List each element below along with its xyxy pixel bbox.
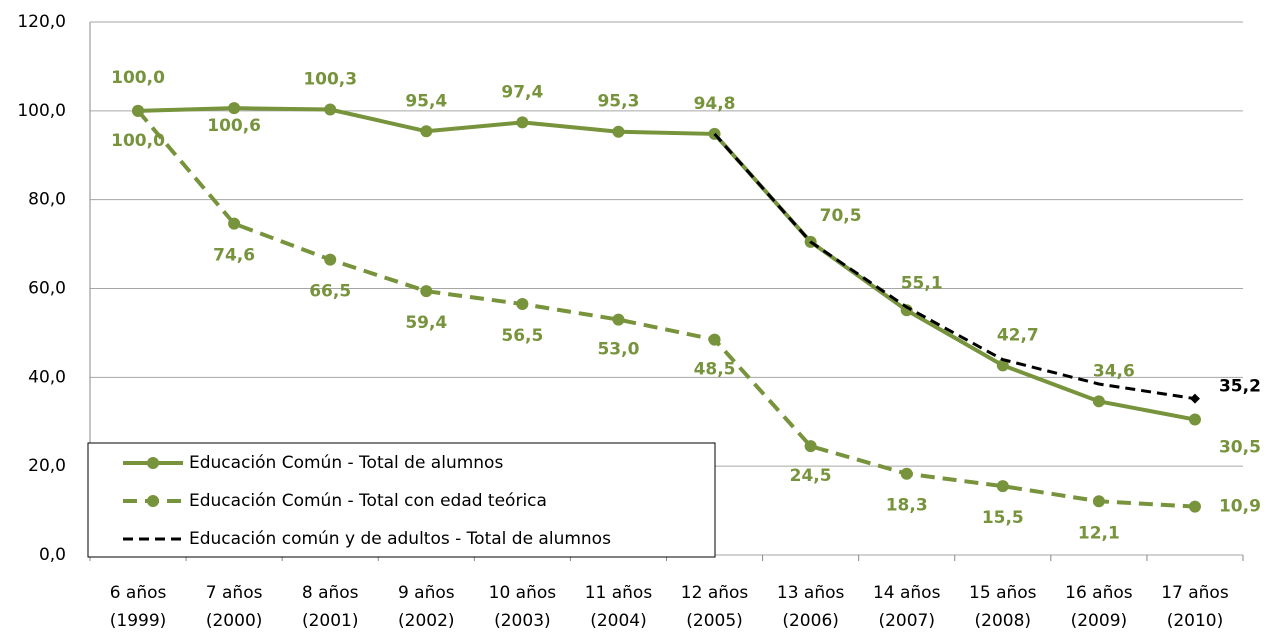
series-line: [136, 109, 1196, 509]
marker: [516, 298, 529, 311]
x-tick-label: 8 años: [302, 583, 359, 603]
marker: [1092, 495, 1105, 508]
legend-label: Educación común y de adultos - Total de …: [189, 529, 611, 549]
data-label: 55,1: [901, 273, 943, 293]
x-tick-label: (2004): [590, 611, 647, 631]
data-label: 66,5: [309, 282, 351, 302]
legend: Educación Común - Total de alumnos Educac…: [87, 442, 716, 558]
marker: [612, 125, 625, 138]
data-label: 48,5: [694, 360, 736, 380]
y-tick-label: 100,0: [17, 101, 66, 121]
marker: [228, 102, 241, 115]
data-label: 15,5: [982, 508, 1024, 528]
data-label: 10,9: [1219, 497, 1261, 517]
marker: [516, 116, 529, 129]
y-tick-label: 20,0: [28, 456, 66, 476]
data-label: 34,6: [1093, 361, 1135, 381]
data-label: 42,7: [997, 325, 1039, 345]
x-tick-label: (2009): [1071, 611, 1128, 631]
marker: [1188, 500, 1201, 513]
y-tick-label: 0,0: [39, 545, 66, 565]
marker: [612, 313, 625, 326]
data-label: 70,5: [820, 206, 862, 226]
x-tick-label: (2001): [302, 611, 359, 631]
legend-box: [87, 442, 716, 558]
x-tick-label: 7 años: [206, 583, 263, 603]
marker: [420, 125, 433, 138]
y-tick-label: 120,0: [17, 12, 66, 32]
marker: [228, 217, 241, 230]
x-tick-label: 10 años: [489, 583, 557, 603]
marker: [1189, 393, 1200, 404]
data-label: 94,8: [694, 94, 736, 114]
marker: [420, 285, 433, 298]
data-label: 100,0: [111, 68, 165, 88]
data-label: 95,4: [405, 91, 447, 111]
legend-marker: [147, 457, 159, 469]
data-label: 100,6: [207, 116, 261, 136]
data-label: 56,5: [501, 326, 543, 346]
marker: [708, 333, 721, 346]
data-label: 95,3: [597, 92, 639, 112]
data-label: 59,4: [405, 313, 447, 333]
x-tick-label: 16 años: [1065, 583, 1133, 603]
x-tick-label: (2007): [878, 611, 935, 631]
data-label: 35,2: [1219, 377, 1261, 397]
x-tick-label: 14 años: [873, 583, 941, 603]
data-label: 53,0: [597, 340, 639, 360]
x-tick-label: 9 años: [398, 583, 455, 603]
y-tick-label: 40,0: [28, 367, 66, 387]
data-label: 18,3: [886, 496, 928, 516]
marker: [324, 103, 337, 116]
marker: [804, 440, 817, 453]
marker: [1092, 395, 1105, 408]
data-label: 100,0: [111, 131, 165, 151]
x-tick-label: (2002): [398, 611, 455, 631]
x-tick-label: 17 años: [1161, 583, 1229, 603]
data-label: 74,6: [213, 246, 255, 266]
marker: [1188, 413, 1201, 426]
data-label: 100,3: [303, 70, 357, 90]
marker: [324, 253, 337, 266]
y-tick-label: 80,0: [28, 190, 66, 210]
x-tick-label: (2000): [206, 611, 263, 631]
x-tick-label: (2008): [975, 611, 1032, 631]
marker: [900, 467, 913, 480]
y-tick-label: 60,0: [28, 279, 66, 299]
x-tick-label: 15 años: [969, 583, 1037, 603]
legend-marker: [147, 495, 159, 507]
data-label: 12,1: [1078, 523, 1120, 543]
x-tick-label: 11 años: [585, 583, 653, 603]
marker: [132, 104, 145, 117]
x-tick-label: (2005): [686, 611, 743, 631]
x-tick-label: (2006): [782, 611, 839, 631]
legend-label: Educación Común - Total con edad teórica: [189, 491, 547, 511]
series-line: [713, 132, 1196, 401]
marker: [996, 480, 1009, 493]
x-tick-label: 6 años: [110, 583, 167, 603]
x-tick-label: 13 años: [777, 583, 845, 603]
data-label: 30,5: [1219, 438, 1261, 458]
data-label: 97,4: [501, 82, 543, 102]
legend-label: Educación Común - Total de alumnos: [189, 453, 503, 473]
series-line: [137, 106, 1196, 422]
x-tick-label: (2003): [494, 611, 551, 631]
x-tick-label: 12 años: [681, 583, 749, 603]
x-tick-label: (2010): [1167, 611, 1224, 631]
marker: [996, 359, 1009, 372]
data-label: 24,5: [790, 466, 832, 486]
x-tick-label: (1999): [110, 611, 167, 631]
